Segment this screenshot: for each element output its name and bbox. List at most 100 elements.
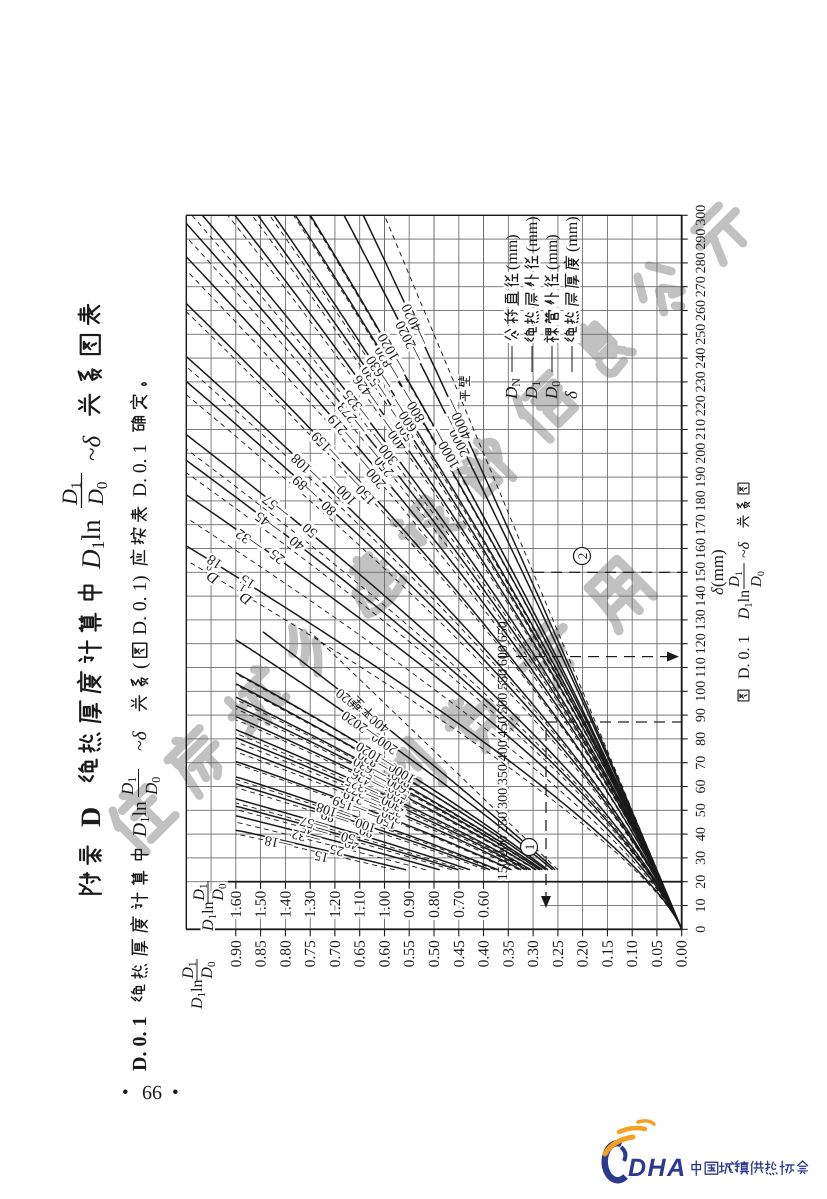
svg-text:(: ( [130, 663, 151, 670]
svg-text:0.20: 0.20 [575, 940, 592, 967]
svg-text:D0: D0 [83, 482, 111, 506]
svg-text:0.90: 0.90 [401, 890, 418, 917]
svg-text:D. 0. 1: D. 0. 1 [129, 1017, 151, 1071]
svg-text:0.35: 0.35 [500, 940, 517, 967]
svg-text:190: 190 [694, 467, 709, 488]
svg-text:90: 90 [694, 708, 709, 722]
svg-text:10: 10 [694, 899, 709, 913]
svg-text:70: 70 [694, 756, 709, 770]
svg-text:D0: D0 [542, 381, 563, 400]
svg-text:350: 350 [496, 764, 511, 785]
svg-text:80: 80 [694, 732, 709, 746]
svg-text:80: 80 [358, 821, 376, 840]
svg-text:0.30: 0.30 [525, 940, 542, 967]
svg-text:0.50: 0.50 [426, 940, 443, 967]
svg-text:180: 180 [694, 490, 709, 511]
svg-text:300: 300 [496, 788, 511, 809]
svg-text:0.60: 0.60 [476, 890, 493, 917]
svg-text:300: 300 [694, 205, 709, 226]
svg-text:(mm): (mm) [504, 234, 521, 270]
svg-text:0.25: 0.25 [550, 940, 567, 967]
svg-text:0.05: 0.05 [649, 940, 666, 967]
svg-text:δ(mm): δ(mm) [708, 549, 727, 595]
svg-text:0.10: 0.10 [624, 940, 641, 967]
svg-text:120: 120 [694, 633, 709, 654]
svg-text:1.00: 1.00 [377, 890, 394, 917]
svg-text:280: 280 [694, 252, 709, 273]
svg-text:15: 15 [313, 847, 330, 865]
svg-text:0.65: 0.65 [352, 940, 369, 967]
svg-text:270: 270 [694, 276, 709, 297]
svg-text:66: 66 [142, 1082, 162, 1104]
svg-text:1.10: 1.10 [352, 890, 369, 917]
svg-text:290: 290 [694, 229, 709, 250]
svg-text:0.15: 0.15 [599, 940, 616, 967]
svg-text:150: 150 [694, 562, 709, 583]
svg-text:240: 240 [694, 348, 709, 369]
svg-text:D1: D1 [118, 777, 139, 796]
svg-text:D0: D0 [749, 571, 767, 588]
svg-text:140: 140 [694, 586, 709, 607]
svg-text:50: 50 [694, 803, 709, 817]
svg-text:0.70: 0.70 [327, 940, 344, 967]
svg-text:0.45: 0.45 [451, 940, 468, 967]
svg-text:•: • [122, 1082, 129, 1103]
svg-text:•: • [172, 1082, 179, 1103]
svg-text:D. 0. 1 D1ln: D. 0. 1 D1ln [736, 590, 755, 679]
svg-text:(mm): (mm) [564, 216, 581, 252]
svg-text:130: 130 [694, 609, 709, 630]
svg-text:1.30: 1.30 [302, 890, 319, 917]
svg-text:2: 2 [575, 553, 590, 560]
svg-text:D1: D1 [191, 884, 210, 902]
svg-text:D0: D0 [210, 883, 229, 902]
svg-text:0.55: 0.55 [401, 940, 418, 967]
svg-text:0.75: 0.75 [302, 940, 319, 967]
svg-text:110: 110 [694, 657, 709, 677]
svg-text:0: 0 [694, 926, 709, 933]
svg-text:D1: D1 [727, 571, 745, 588]
svg-text:D1: D1 [180, 962, 199, 980]
svg-text:1.50: 1.50 [253, 890, 270, 917]
svg-text:1.60: 1.60 [228, 890, 245, 917]
svg-text:30: 30 [694, 851, 709, 865]
svg-text:170: 170 [694, 514, 709, 535]
svg-text:D1: D1 [57, 482, 85, 506]
svg-text:250: 250 [694, 324, 709, 345]
svg-text:1.20: 1.20 [327, 890, 344, 917]
svg-text:230: 230 [694, 371, 709, 392]
svg-text:60: 60 [694, 780, 709, 794]
svg-text:1: 1 [522, 844, 537, 851]
svg-text:D0: D0 [199, 961, 218, 980]
svg-text:50: 50 [340, 828, 358, 846]
svg-text:D1ln: D1ln [189, 979, 208, 1010]
svg-text:D1ln: D1ln [200, 901, 219, 932]
svg-text:0.90: 0.90 [228, 940, 245, 967]
svg-text:25: 25 [328, 840, 345, 858]
svg-text:0.85: 0.85 [253, 940, 270, 967]
svg-text:δ: δ [562, 390, 581, 399]
svg-text:~δ: ~δ [79, 435, 106, 461]
svg-text:100: 100 [694, 681, 709, 702]
svg-text:20: 20 [694, 875, 709, 889]
svg-text:220: 220 [694, 395, 709, 416]
svg-text:400: 400 [496, 740, 511, 761]
svg-text:260: 260 [694, 300, 709, 321]
svg-text:0.40: 0.40 [476, 940, 493, 967]
svg-text:160: 160 [694, 538, 709, 559]
svg-text:40: 40 [694, 827, 709, 841]
svg-text:D1ln: D1ln [130, 801, 152, 838]
svg-text:D0: D0 [142, 777, 163, 796]
svg-text:0.80: 0.80 [277, 940, 294, 967]
svg-text:0.60: 0.60 [377, 940, 394, 967]
svg-text:DHA: DHA [628, 1154, 687, 1182]
svg-text:200: 200 [694, 443, 709, 464]
svg-text:1.40: 1.40 [277, 890, 294, 917]
svg-text:D1: D1 [522, 381, 543, 400]
svg-text:600: 600 [496, 645, 511, 666]
svg-text:D: D [76, 807, 107, 827]
svg-text:210: 210 [694, 419, 709, 440]
svg-text:(mm): (mm) [524, 216, 541, 252]
svg-text:D. 0. 1: D. 0. 1 [130, 444, 151, 497]
svg-text:0.70: 0.70 [451, 890, 468, 917]
svg-text:0.80: 0.80 [426, 890, 443, 917]
